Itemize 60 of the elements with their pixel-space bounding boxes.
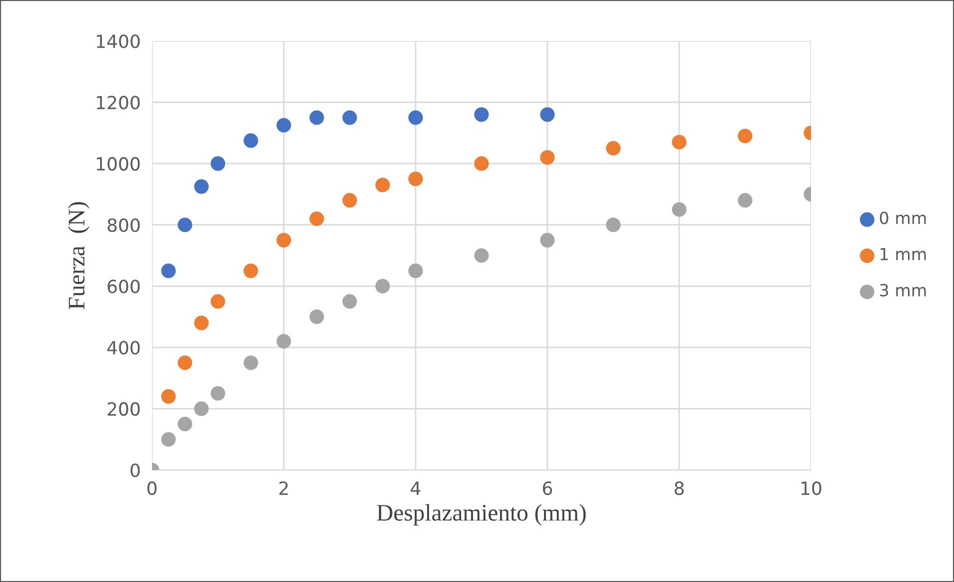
point: [342, 110, 357, 125]
point: [276, 232, 292, 248]
point: [474, 156, 489, 171]
point: [309, 310, 324, 324]
y-tick-label: 600: [108, 280, 140, 294]
point: [474, 248, 489, 263]
point: [672, 134, 686, 150]
point: [738, 193, 752, 208]
point: [210, 156, 226, 171]
point: [408, 172, 423, 186]
y-tick-label: 1400: [96, 34, 140, 48]
x-tick-label: 4: [410, 482, 420, 495]
point: [342, 294, 357, 309]
x-tick-label: 8: [674, 481, 684, 496]
point: [161, 432, 176, 447]
point: [309, 211, 324, 226]
point: [178, 355, 192, 370]
point: [210, 294, 226, 309]
legend-label: 1 mm: [880, 248, 926, 260]
y-tick-label: 400: [107, 340, 140, 355]
point: [194, 401, 209, 416]
point: [161, 389, 176, 404]
y-axis-title: Fuerza (N): [68, 202, 90, 310]
point: [244, 355, 258, 370]
point: [540, 232, 555, 248]
point: [375, 278, 390, 294]
y-tick-label: 800: [108, 218, 140, 232]
point: [244, 264, 258, 278]
point: [474, 107, 489, 122]
point: [342, 193, 357, 208]
point: [194, 316, 209, 330]
point: [244, 133, 258, 148]
point: [178, 218, 192, 232]
x-tick-label: 6: [542, 481, 552, 496]
point: [606, 218, 621, 232]
point: [408, 110, 423, 125]
point: [375, 178, 390, 192]
point: [672, 202, 686, 217]
point: [161, 264, 176, 278]
point: [309, 110, 324, 125]
point: [178, 416, 192, 432]
y-tick-label: 1000: [96, 157, 140, 171]
x-tick-label: 2: [279, 481, 288, 495]
y-tick-label: 200: [108, 402, 140, 416]
point: [276, 118, 292, 133]
point: [408, 264, 423, 278]
y-tick-label: 1200: [96, 96, 140, 110]
x-tick-label: 0: [147, 481, 157, 496]
point: [210, 386, 226, 401]
point: [606, 140, 621, 156]
x-tick-label: 10: [801, 481, 822, 496]
point: [194, 179, 209, 194]
point: [540, 150, 555, 165]
legend-label: 0 mm: [880, 212, 926, 224]
point: [276, 334, 292, 349]
x-axis-title: Desplazamiento (mm): [376, 504, 586, 526]
y-tick-label: 0: [130, 463, 140, 478]
point: [738, 128, 752, 144]
legend-label: 3 mm: [880, 284, 926, 296]
point: [540, 107, 555, 122]
